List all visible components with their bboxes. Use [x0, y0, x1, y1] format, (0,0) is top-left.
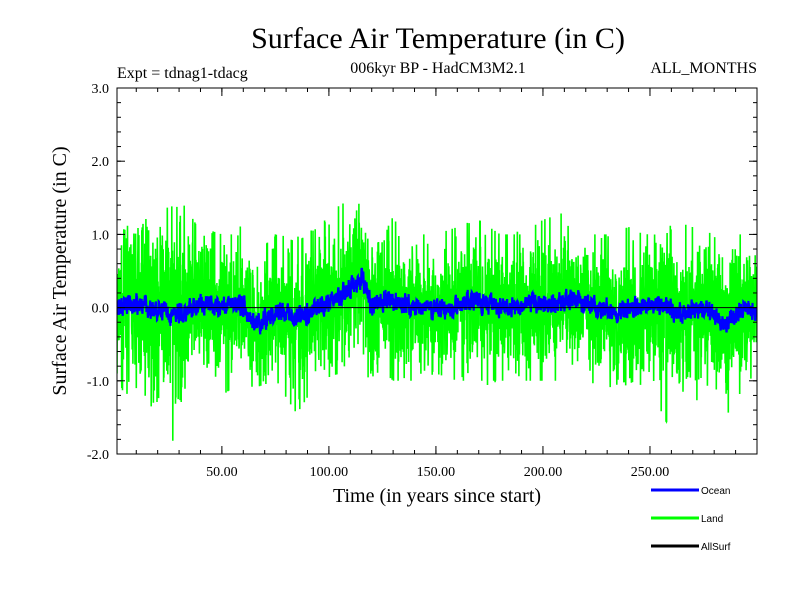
chart-subtitle: 006kyr BP - HadCM3M2.1	[350, 60, 525, 77]
y-tick-label: 2.0	[92, 155, 110, 170]
y-tick-label: -2.0	[87, 448, 109, 463]
plot-area	[117, 203, 757, 441]
x-axis-label: Time (in years since start)	[333, 485, 541, 507]
series-ocean-line	[117, 267, 757, 335]
legend-label-land: Land	[701, 514, 723, 525]
experiment-label: Expt = tdnag1-tdacg	[117, 65, 248, 82]
y-tick-label: -1.0	[87, 375, 109, 390]
series-land-line	[117, 203, 757, 441]
x-tick-label: 100.00	[310, 465, 349, 480]
legend-label-allsurf: AllSurf	[701, 542, 731, 553]
y-axis-label: Surface Air Temperature (in C)	[49, 146, 71, 395]
y-tick-label: 0.0	[92, 302, 110, 317]
plot-frame	[116, 87, 758, 455]
chart-title: Surface Air Temperature (in C)	[251, 22, 625, 55]
x-tick-label: 50.00	[206, 465, 238, 480]
x-tick-label: 200.00	[524, 465, 563, 480]
legend-label-ocean: Ocean	[701, 486, 730, 497]
x-tick-label: 150.00	[417, 465, 456, 480]
months-label: ALL_MONTHS	[650, 60, 757, 77]
x-tick-label: 250.00	[631, 465, 670, 480]
y-tick-label: 1.0	[92, 228, 110, 243]
axes: -2.0 -1.0 0.0 1.0 2.0 3.0 50.00 100.00 150.00 200…	[87, 82, 758, 480]
legend: Ocean Land AllSurf	[651, 486, 731, 553]
y-tick-label: 3.0	[92, 82, 110, 97]
